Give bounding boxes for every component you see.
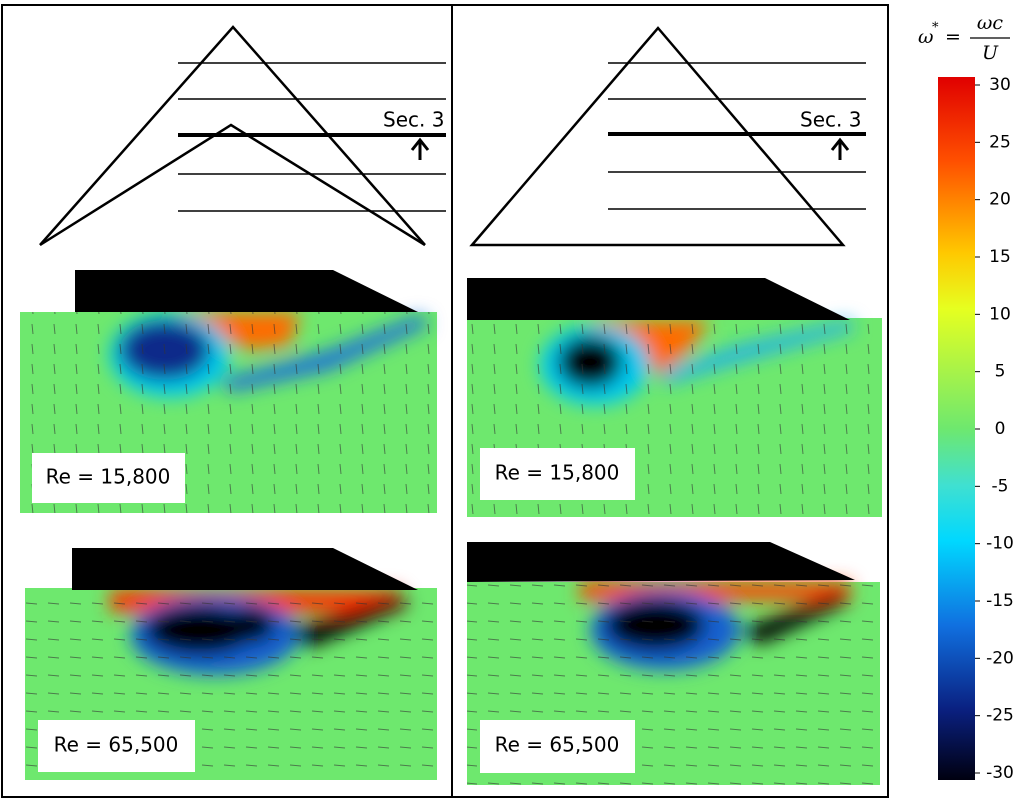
label-sup: * bbox=[932, 21, 939, 36]
label-lhs: ω bbox=[918, 26, 934, 48]
colorbar-label: ω * = ωc U bbox=[918, 12, 1010, 64]
label-denominator: U bbox=[982, 42, 999, 64]
frame bbox=[1, 4, 889, 798]
colorbar-tick-label: -25 bbox=[986, 706, 1014, 726]
colorbar-tick-label: -5 bbox=[992, 476, 1009, 496]
reynolds-label: Re = 65,500 bbox=[495, 733, 620, 757]
planform-right bbox=[469, 26, 866, 247]
planform-left bbox=[39, 25, 446, 247]
colorbar-tick-label: 10 bbox=[989, 304, 1011, 324]
vorticity-field bbox=[467, 542, 880, 785]
vorticity-field bbox=[20, 270, 437, 513]
colorbar-tick-label: 30 bbox=[989, 75, 1011, 95]
colorbar-tick-label: 25 bbox=[989, 132, 1011, 152]
colorbar-tick-label: -10 bbox=[986, 534, 1014, 554]
colorbar-tick-label: -30 bbox=[986, 763, 1014, 783]
colorbar-tick-label: 15 bbox=[989, 247, 1011, 267]
reynolds-label: Re = 65,500 bbox=[54, 733, 179, 757]
section-label: Sec. 3 bbox=[383, 108, 444, 132]
colorbar-tick-label: 20 bbox=[989, 190, 1011, 210]
vorticity-field bbox=[25, 548, 437, 780]
label-numerator: ωc bbox=[977, 12, 1003, 34]
colorbar-tick-label: 0 bbox=[995, 419, 1006, 439]
colorbar bbox=[938, 77, 975, 780]
label-equals: = bbox=[945, 26, 961, 48]
reynolds-label: Re = 15,800 bbox=[495, 461, 620, 485]
vorticity-field bbox=[467, 278, 882, 517]
colorbar-tick-label: 5 bbox=[995, 362, 1006, 382]
section-label: Sec. 3 bbox=[800, 108, 861, 132]
colorbar-tick-label: -15 bbox=[986, 591, 1014, 611]
reynolds-label: Re = 15,800 bbox=[46, 465, 171, 489]
colorbar-tick-label: -20 bbox=[986, 648, 1014, 668]
